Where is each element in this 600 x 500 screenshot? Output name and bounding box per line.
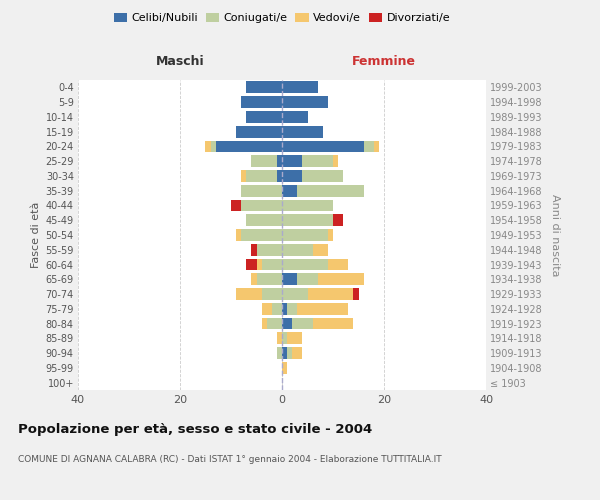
Bar (282, 347, 287, 359)
Bar (247, 111, 282, 123)
Bar (282, 258, 328, 270)
Bar (282, 214, 333, 226)
Bar (333, 156, 338, 167)
Bar (282, 140, 364, 152)
Bar (353, 288, 359, 300)
Bar (282, 229, 328, 241)
Bar (282, 362, 287, 374)
Bar (236, 288, 262, 300)
Bar (262, 258, 282, 270)
Bar (282, 244, 313, 256)
Bar (216, 140, 282, 152)
Bar (251, 156, 277, 167)
Bar (302, 156, 333, 167)
Bar (277, 156, 282, 167)
Bar (277, 170, 282, 182)
Text: Maschi: Maschi (155, 55, 205, 68)
Bar (272, 303, 282, 314)
Bar (333, 214, 343, 226)
Bar (282, 303, 287, 314)
Bar (257, 244, 282, 256)
Bar (282, 82, 318, 94)
Bar (241, 200, 282, 211)
Bar (247, 258, 257, 270)
Bar (282, 170, 302, 182)
Bar (262, 318, 267, 330)
Bar (257, 274, 282, 285)
Bar (282, 288, 308, 300)
Bar (231, 200, 241, 211)
Bar (282, 126, 323, 138)
Text: Popolazione per età, sesso e stato civile - 2004: Popolazione per età, sesso e stato civil… (18, 422, 372, 436)
Y-axis label: Fasce di età: Fasce di età (31, 202, 41, 268)
Bar (328, 229, 333, 241)
Bar (236, 229, 241, 241)
Bar (298, 185, 364, 196)
Bar (282, 200, 333, 211)
Bar (292, 318, 313, 330)
Legend: Celibi/Nubili, Coniugati/e, Vedovi/e, Divorziati/e: Celibi/Nubili, Coniugati/e, Vedovi/e, Di… (109, 8, 455, 28)
Bar (277, 332, 282, 344)
Bar (282, 332, 287, 344)
Text: COMUNE DI AGNANA CALABRA (RC) - Dati ISTAT 1° gennaio 2004 - Elaborazione TUTTIT: COMUNE DI AGNANA CALABRA (RC) - Dati IST… (18, 455, 442, 464)
Text: Femmine: Femmine (352, 55, 416, 68)
Bar (287, 347, 292, 359)
Bar (364, 140, 374, 152)
Bar (236, 126, 282, 138)
Bar (282, 274, 298, 285)
Bar (241, 229, 282, 241)
Bar (292, 347, 302, 359)
Bar (313, 244, 328, 256)
Bar (211, 140, 216, 152)
Bar (308, 288, 353, 300)
Bar (298, 274, 318, 285)
Bar (374, 140, 379, 152)
Bar (206, 140, 211, 152)
Bar (241, 96, 282, 108)
Bar (282, 185, 298, 196)
Bar (282, 111, 308, 123)
Bar (318, 274, 364, 285)
Bar (313, 318, 353, 330)
Bar (247, 82, 282, 94)
Bar (247, 170, 277, 182)
Bar (241, 185, 282, 196)
Bar (282, 96, 328, 108)
Bar (262, 303, 272, 314)
Y-axis label: Anni di nascita: Anni di nascita (550, 194, 560, 276)
Bar (257, 258, 262, 270)
Bar (282, 156, 302, 167)
Bar (328, 258, 349, 270)
Bar (241, 170, 247, 182)
Bar (267, 318, 282, 330)
Bar (282, 318, 292, 330)
Bar (262, 288, 282, 300)
Bar (287, 332, 302, 344)
Bar (287, 303, 298, 314)
Bar (302, 170, 343, 182)
Bar (247, 214, 282, 226)
Bar (277, 347, 282, 359)
Bar (251, 274, 257, 285)
Bar (298, 303, 349, 314)
Bar (251, 244, 257, 256)
